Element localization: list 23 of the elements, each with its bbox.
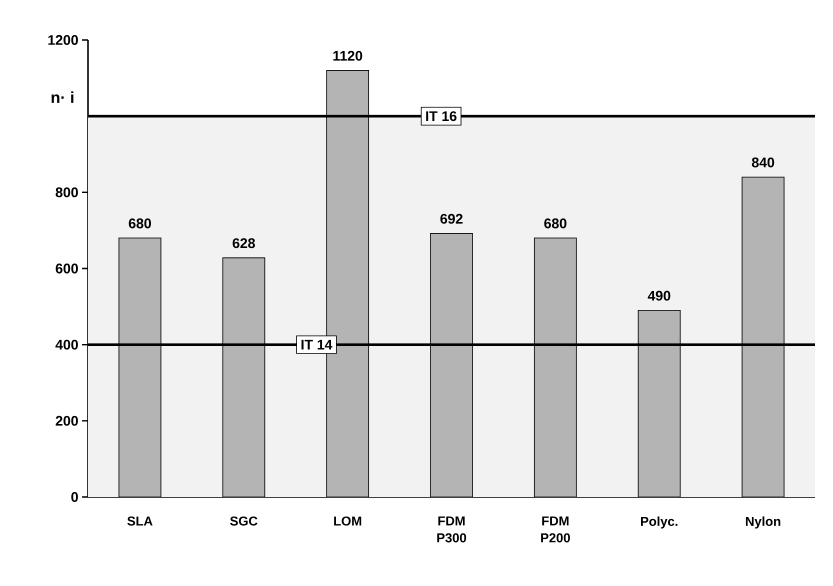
ref-line-label: IT 16 [426,111,456,122]
data-label: 680 [544,218,566,228]
y-tick-label: 800 [56,187,78,198]
data-label: 692 [440,214,463,224]
x-tick-label: Nylon [746,516,780,529]
data-label: 1120 [333,50,362,61]
x-tick-label: FDM P200 [541,516,570,542]
data-label: 628 [232,238,255,248]
x-tick-label: SLA [127,516,153,526]
x-tick-label: FDM P300 [437,516,466,542]
data-label: 490 [648,290,670,301]
x-tick-label: LOM [334,516,362,526]
y-axis-title: n· i [52,91,74,103]
data-label: 840 [752,157,774,168]
y-tick-label: 0 [71,492,78,502]
y-tick-label: 600 [56,264,78,274]
y-tick-label: 1200 [48,35,78,45]
x-tick-label: SGC [230,516,258,526]
x-tick-label: Polyc. [641,516,678,529]
y-tick-label: 200 [56,416,78,426]
data-label: 680 [128,218,151,228]
y-tick-label: 400 [55,340,78,350]
ref-line-label: IT 14 [302,340,332,350]
